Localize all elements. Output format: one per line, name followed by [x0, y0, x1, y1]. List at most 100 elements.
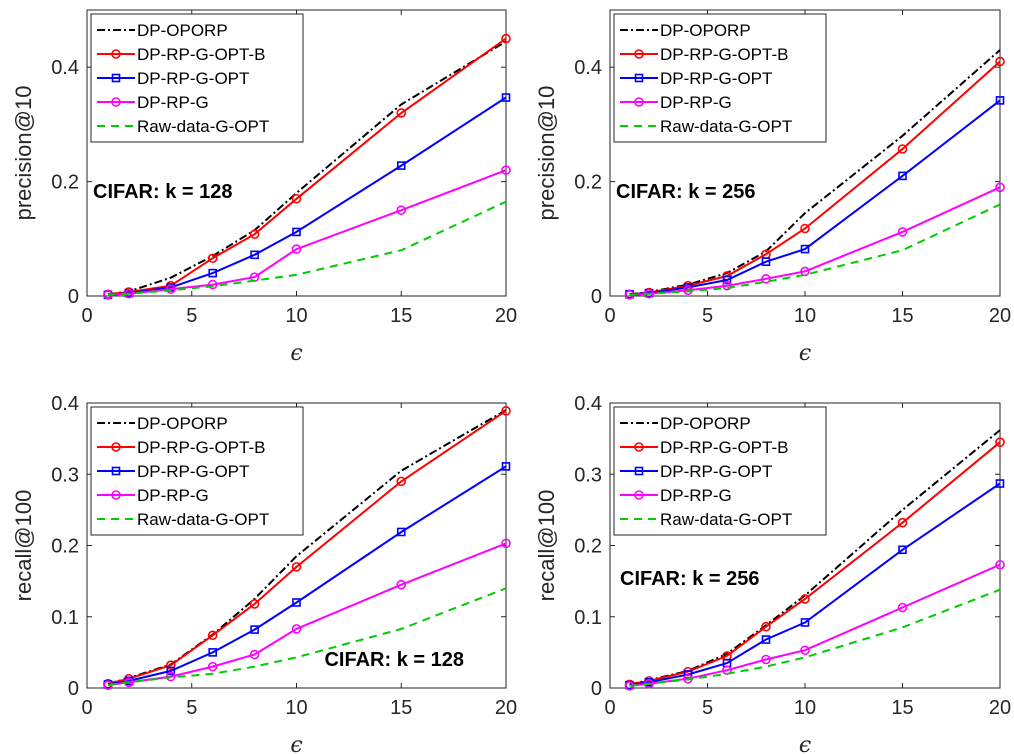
y-tick-label: 0 [68, 286, 79, 308]
data-point [291, 193, 302, 204]
data-point [800, 244, 810, 254]
data-point [897, 602, 908, 613]
data-point [292, 227, 301, 237]
chart-panel-4: 0 5 10 15 20 0 0.1 0.2 0.3 0.4 ϵ recall@100 DP-OPORP… [534, 393, 1011, 754]
data-point [995, 479, 1005, 488]
data-point [396, 527, 406, 537]
legend-marker [111, 442, 121, 452]
y-tick-label: 0.2 [574, 536, 602, 558]
data-point [291, 624, 302, 634]
data-point [501, 538, 511, 549]
chart-panel-3: 0 5 10 15 20 0 0.1 0.2 0.3 0.4 ϵ recall@100 DP-OPORP… [11, 393, 517, 754]
y-tick-label: 0.4 [574, 393, 602, 415]
data-point [501, 462, 511, 471]
legend-marker [634, 73, 644, 83]
legend-label: DP-RP-G-OPT [137, 69, 249, 88]
series-line [107, 465, 507, 686]
data-point [291, 562, 302, 572]
legend-label: DP-RP-G-OPT-B [660, 45, 788, 64]
y-tick-label: 0.2 [51, 536, 79, 558]
data-point [166, 671, 176, 682]
x-tick-label: 10 [794, 697, 816, 719]
legend-label: DP-RP-G-OPT-B [137, 45, 265, 64]
x-tick-label: 10 [285, 305, 307, 327]
x-axis-label: ϵ [290, 733, 302, 754]
chart-annotation: CIFAR: k = 128 [324, 649, 464, 671]
data-point [396, 205, 407, 215]
y-axis-label: precision@10 [11, 86, 36, 221]
legend-label: DP-OPORP [137, 21, 228, 40]
y-tick-label: 0.3 [51, 464, 79, 486]
data-point [250, 250, 259, 260]
data-point [897, 227, 908, 237]
legend-marker [634, 466, 644, 476]
x-tick-label: 20 [495, 305, 517, 327]
data-point [995, 182, 1005, 193]
data-point [995, 559, 1005, 570]
data-point [898, 545, 907, 555]
x-tick-label: 5 [186, 697, 197, 719]
x-tick-label: 10 [285, 697, 307, 719]
data-point [207, 253, 218, 264]
y-tick-label: 0 [591, 286, 602, 308]
data-point [207, 630, 218, 641]
legend: DP-OPORP DP-RP-G-OPT-B DP-RP-G-OPT DP-RP-G R… [613, 13, 827, 143]
x-tick-label: 0 [604, 697, 615, 719]
series-line [629, 441, 1001, 686]
data-point [292, 598, 301, 607]
series-DP-RP-G [624, 559, 1005, 691]
series-line [107, 587, 507, 687]
y-tick-label: 0.1 [51, 607, 79, 629]
data-point [761, 621, 771, 632]
series-line [107, 409, 507, 685]
y-tick-label: 0.2 [51, 172, 79, 194]
data-point [800, 618, 810, 627]
chart-annotation: CIFAR: k = 256 [616, 181, 756, 203]
data-point [208, 648, 217, 657]
data-point [396, 579, 407, 590]
data-point [166, 284, 176, 294]
data-point [249, 229, 260, 240]
y-tick-label: 0.4 [574, 57, 602, 79]
legend-label: DP-RP-G [660, 93, 732, 112]
y-tick-label: 0.2 [574, 172, 602, 194]
legend: DP-OPORP DP-RP-G-OPT-B DP-RP-G-OPT DP-RP-G R… [90, 406, 304, 536]
series-line [107, 40, 507, 296]
series-line [107, 37, 507, 296]
legend-marker [111, 49, 121, 59]
data-point [761, 257, 771, 266]
legend-label: DP-RP-G-OPT-B [660, 438, 788, 457]
series-line [629, 203, 1001, 296]
legend-marker [634, 442, 644, 452]
data-point [291, 244, 302, 254]
legend-label: DP-RP-G-OPT-B [137, 438, 265, 457]
data-point [800, 594, 810, 604]
legend-marker [634, 97, 644, 107]
y-axis-label: precision@10 [534, 86, 559, 221]
data-point [207, 279, 218, 290]
x-axis-label: ϵ [799, 733, 811, 754]
x-tick-label: 0 [81, 305, 92, 327]
data-point [995, 96, 1005, 105]
series-DP-OPORP [107, 40, 507, 296]
x-tick-label: 10 [794, 305, 816, 327]
series-DP-RP-G-OPT-B [624, 437, 1005, 690]
x-tick-label: 0 [604, 305, 615, 327]
y-tick-label: 0.1 [574, 607, 602, 629]
y-tick-label: 0.4 [51, 393, 79, 415]
series-DP-OPORP [107, 409, 507, 685]
series-line [107, 169, 507, 296]
data-point [995, 56, 1005, 67]
legend-marker [111, 73, 121, 83]
chart-annotation: CIFAR: k = 128 [93, 181, 233, 203]
data-point [166, 660, 176, 671]
chart-panel-2: 0 5 10 15 20 0 0.2 0.4 ϵ precision@10 DP-OPORP DP-R… [534, 9, 1011, 366]
series-line [629, 186, 1001, 296]
chart-annotation: CIFAR: k = 256 [620, 568, 760, 590]
data-point [800, 266, 810, 277]
series-Raw-data-G-OPT [629, 203, 1001, 296]
legend-marker [111, 97, 121, 107]
data-point [761, 274, 771, 284]
x-tick-label: 15 [390, 697, 412, 719]
